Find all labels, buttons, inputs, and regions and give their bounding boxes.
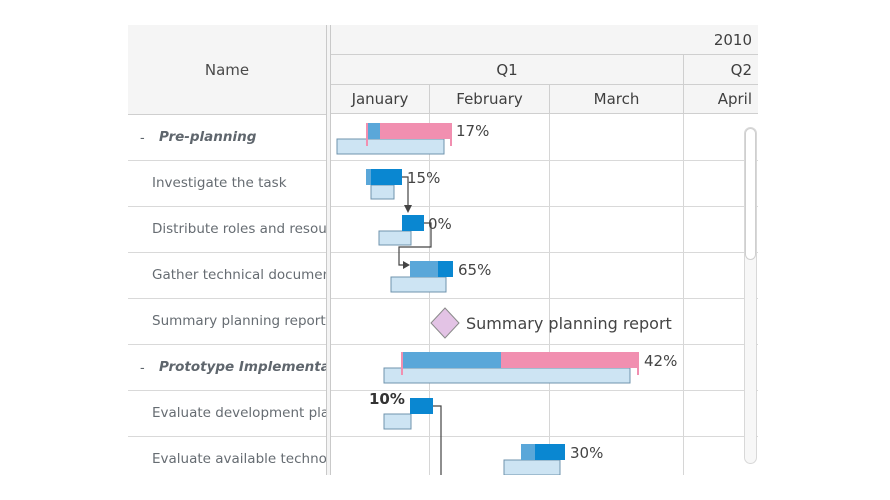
column-splitter[interactable]	[326, 25, 331, 475]
progress-label: 10%	[369, 390, 405, 408]
progress-label: 0%	[428, 215, 452, 233]
baseline-bar	[370, 184, 395, 200]
row-label: Summary planning report	[152, 313, 326, 329]
task-progress-bar	[535, 444, 565, 460]
group-start-marker	[401, 352, 403, 375]
connector-arrow	[403, 261, 410, 269]
task-bar[interactable]	[410, 398, 433, 414]
baseline-bar	[378, 230, 412, 246]
year-header: 2010	[331, 25, 758, 55]
progress-label: 17%	[456, 122, 489, 140]
row-label: Distribute roles and resources	[152, 221, 326, 237]
collapse-toggle[interactable]: -	[140, 359, 145, 375]
baseline-bar	[336, 138, 445, 155]
quarter-header-q1: Q1	[331, 55, 683, 85]
grid-line	[331, 436, 758, 437]
grid-row-evaluate-platforms[interactable]: Evaluate development platforms	[128, 390, 326, 437]
gantt-chart: Name - Pre-planning Investigate the task…	[128, 25, 758, 475]
data-grid: Name - Pre-planning Investigate the task…	[128, 25, 326, 475]
grid-row-prototype[interactable]: - Prototype Implementation	[128, 344, 326, 391]
grid-line	[549, 114, 550, 475]
task-progress-bar	[438, 261, 453, 277]
progress-label: 15%	[407, 169, 440, 187]
scrollbar-thumb[interactable]	[745, 128, 756, 260]
row-label: Evaluate available technologies	[152, 451, 326, 467]
grid-line	[331, 344, 758, 345]
row-label: Pre-planning	[159, 129, 257, 145]
grid-row-distribute[interactable]: Distribute roles and resources	[128, 206, 326, 253]
milestone-label: Summary planning report	[466, 314, 672, 333]
baseline-bar	[383, 367, 631, 384]
task-progress-bar	[371, 169, 402, 185]
timeline: 2010 Q1 Q2 January February March April …	[331, 25, 758, 475]
grid-line	[331, 298, 758, 299]
grid-line	[331, 206, 758, 207]
row-label: Prototype Implementation	[159, 359, 326, 375]
grid-row-summary[interactable]: Summary planning report	[128, 298, 326, 345]
timeline-bars: 17% 15% 0% 65% Summary planning repor	[336, 122, 677, 475]
group-progress-bar	[401, 352, 501, 368]
dependency-connector	[433, 405, 442, 475]
connector-arrow	[404, 205, 412, 213]
dependency-connector	[398, 222, 432, 266]
collapse-toggle[interactable]: -	[140, 129, 145, 145]
row-label: Investigate the task	[152, 175, 287, 191]
grid-line	[429, 114, 430, 475]
quarter-header-q2: Q2	[683, 55, 758, 85]
progress-label: 30%	[570, 444, 603, 462]
group-end-marker	[637, 352, 639, 375]
grid-row-evaluate-technologies[interactable]: Evaluate available technologies	[128, 436, 326, 475]
row-label: Evaluate development platforms	[152, 405, 326, 421]
vertical-scrollbar[interactable]	[744, 127, 757, 464]
grid-header: Name	[128, 25, 326, 115]
dependency-connector	[402, 176, 409, 206]
grid-line	[331, 390, 758, 391]
task-bar[interactable]	[402, 215, 424, 231]
grid-row-investigate[interactable]: Investigate the task	[128, 160, 326, 207]
baseline-bar	[503, 459, 561, 475]
grid-line	[331, 160, 758, 161]
group-progress-bar	[366, 123, 380, 139]
baseline-bar	[390, 276, 447, 293]
progress-label: 65%	[458, 261, 491, 279]
month-header-april: April	[683, 85, 758, 114]
group-start-marker	[366, 123, 368, 146]
baseline-bar	[383, 413, 412, 430]
grid-row-pre-planning[interactable]: - Pre-planning	[128, 114, 326, 161]
grid-row-gather[interactable]: Gather technical documentation	[128, 252, 326, 299]
progress-label: 42%	[644, 352, 677, 370]
month-header-january: January	[331, 85, 429, 114]
row-label: Gather technical documentation	[152, 267, 326, 283]
name-column-header[interactable]: Name	[204, 61, 250, 79]
month-header-february: February	[429, 85, 549, 114]
grid-line	[683, 114, 684, 475]
group-bar[interactable]	[366, 123, 451, 139]
month-header-march: March	[549, 85, 683, 114]
milestone-diamond[interactable]	[430, 307, 460, 339]
group-end-marker	[450, 123, 452, 146]
grid-line	[331, 252, 758, 253]
